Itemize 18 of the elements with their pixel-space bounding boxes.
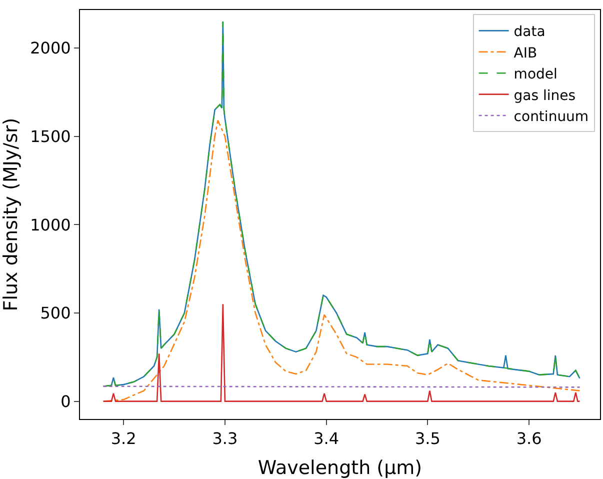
x-tick-label: 3.6 (516, 429, 542, 448)
legend-label: model (514, 66, 558, 83)
x-tick-label: 3.2 (110, 429, 136, 448)
legend-label: gas lines (514, 88, 576, 104)
line-series (102, 304, 580, 402)
y-tick-label: 0 (60, 392, 71, 411)
y-tick-label: 2000 (30, 38, 71, 58)
x-axis-title: Wavelength (μm) (258, 457, 422, 479)
legend-label: data (514, 24, 546, 40)
y-tick-label: 1000 (30, 215, 71, 234)
x-tick-label: 3.3 (212, 429, 238, 448)
x-tick-label: 3.5 (414, 429, 440, 448)
y-tick-label: 1500 (30, 126, 71, 146)
y-tick-label: 500 (40, 304, 71, 323)
x-tick-label: 3.4 (314, 429, 340, 448)
legend-label: continuum (514, 108, 589, 125)
y-axis-title: Flux density (MJy/sr) (0, 118, 22, 312)
legend-label: AIB (514, 45, 538, 62)
